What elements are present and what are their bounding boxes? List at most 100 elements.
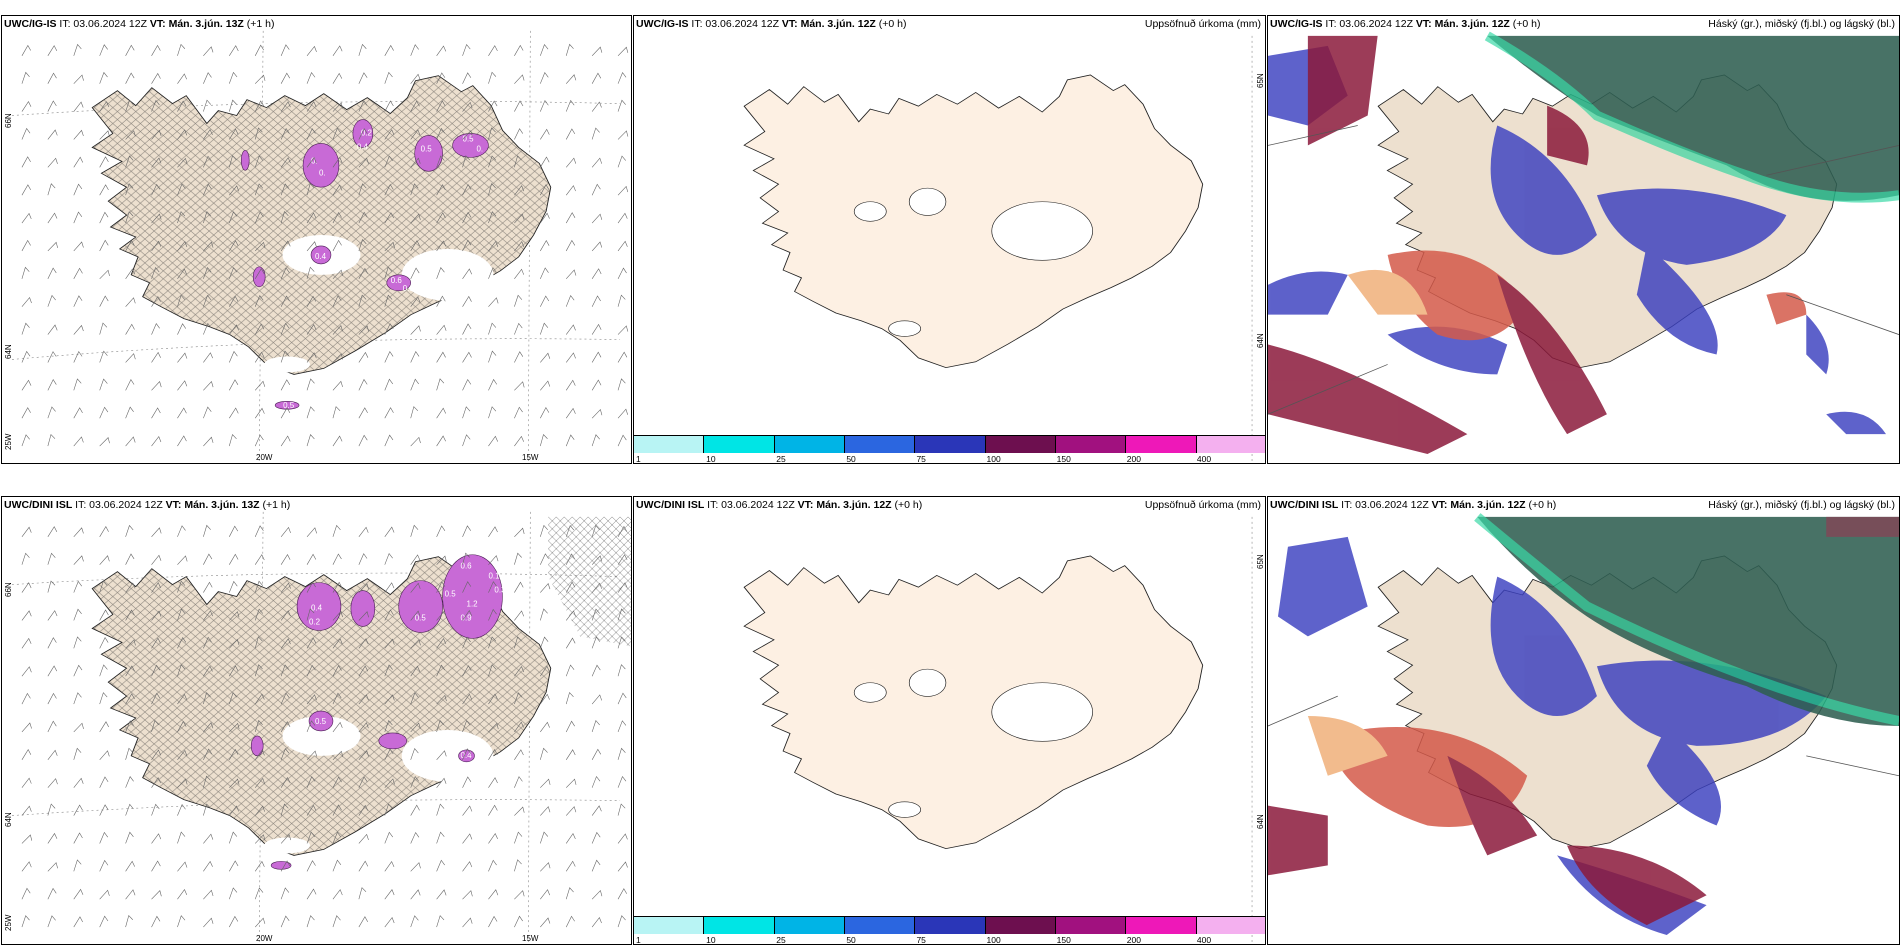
wind-barb [280,915,290,928]
colorbar-tick-label: 75 [916,935,926,945]
wind-barb [47,72,57,84]
wind-barb [203,610,213,621]
wind-barb [591,664,601,677]
wind-barb [436,351,446,363]
wind-barb [177,664,186,677]
wind-barb [254,407,265,419]
lat-label: 64N [4,344,13,359]
wind-barb [410,831,420,844]
wind-barb [254,44,264,56]
wind-barb [384,294,393,307]
wind-barb [410,524,419,537]
wind-barb [73,555,84,565]
cell-value: 0.4 [357,142,369,151]
wind-barb [99,101,110,112]
wind-barb [151,240,162,252]
wind-barb [436,750,447,761]
wind-barb [514,806,525,816]
wind-barb [254,580,264,593]
wind-barb [514,155,522,168]
wind-barb [332,831,342,844]
panel-title: UWC/IG-IS IT: 03.06.2024 12Z VT: Mán. 3.… [4,18,275,30]
wind-barb [47,580,56,593]
wind-barb [565,887,574,900]
wind-barb [73,832,83,844]
wind-barb [410,296,421,307]
wind-barb [462,43,471,56]
colorbar-tick-label: 200 [1126,454,1141,464]
colorbar-segment [704,917,775,934]
wind-barb [229,128,239,140]
wind-barb [99,71,108,84]
wind-barb [177,241,188,252]
wind-barb [73,916,83,928]
wind-barb [514,527,525,538]
wind-barb [436,212,446,224]
wind-barb [47,433,56,447]
wind-barb [591,268,602,279]
wind-barb [125,553,135,565]
wind-barb [332,269,344,280]
wind-barb [47,665,58,677]
wind-barb [73,859,82,872]
wind-barb [488,526,498,537]
wind-barb [254,719,263,733]
wind-barb [332,102,344,112]
wind-barb [462,130,473,140]
colorbar-tick-label: 1 [636,935,641,945]
wind-barb [73,267,83,279]
wind-barb [151,637,161,649]
wind-barb [73,183,83,196]
wind-barb [73,636,82,649]
colorbar-segment [1055,917,1127,934]
wind-barb [462,183,472,196]
wind-barb [617,378,626,391]
wind-barb [47,129,58,140]
wind-barb [47,637,57,649]
wind-barb [565,524,575,537]
wind-barb [591,831,601,844]
colorbar-labels: 1 10 25 50 75 100 150 200 400 [634,935,1265,945]
wind-barb [47,241,58,252]
wind-barb [280,803,289,816]
wind-barb [617,325,629,335]
wind-barb [306,352,317,363]
hatch-offshore [548,516,631,647]
wind-barb [617,240,628,252]
wind-barb [73,747,82,760]
wind-barb [488,804,498,816]
cell-value: 0.1 [403,284,415,293]
wind-barb [540,156,550,168]
wind-barb [436,664,446,677]
wind-barb [177,803,186,816]
wind-barb [436,915,445,928]
wind-barb [99,156,109,168]
colorbar-segment [915,917,986,934]
wind-barb [540,99,549,112]
wind-barb [151,719,160,733]
wind-barb [514,831,523,844]
colorbar-tick-label: 200 [1126,935,1141,945]
wind-barb [151,99,160,112]
wind-barb [488,581,497,593]
wind-barb [151,129,162,140]
wind-barb [99,437,110,447]
wind-barb [540,806,551,816]
wind-barb [617,434,627,447]
wind-barb [332,406,341,419]
wind-barb [591,555,603,565]
wind-barb [151,803,160,816]
wind-barb [462,693,473,705]
wind-barb [203,581,213,593]
wind-barb [591,748,602,760]
graticule [11,30,621,463]
wind-barb [591,694,602,705]
wind-barb [151,72,161,84]
wind-barb [151,527,162,538]
colorbar-tick-label: 400 [1196,454,1212,464]
wind-barb [358,128,368,140]
colorbar-segment [1126,917,1197,934]
wind-barb [280,183,290,196]
wind-barb [47,379,57,391]
wind-barb [462,239,472,252]
